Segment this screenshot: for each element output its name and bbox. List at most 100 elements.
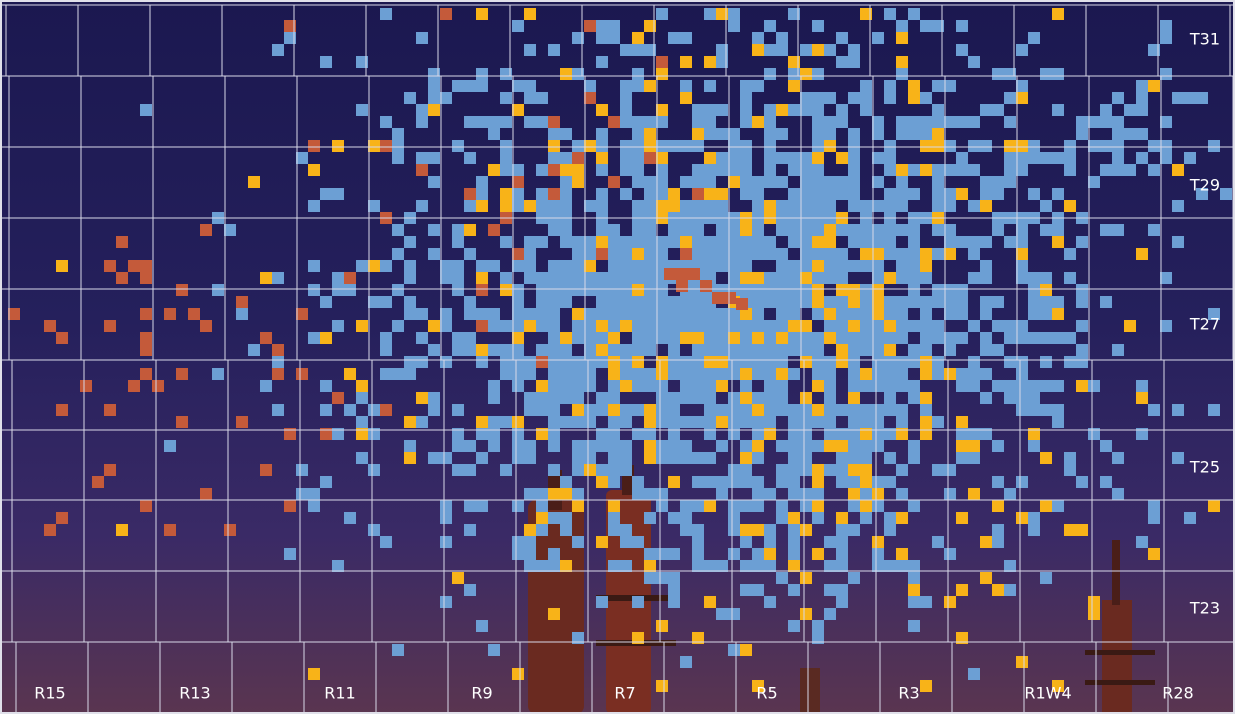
cell: [656, 380, 668, 392]
cell: [1088, 608, 1100, 620]
cell: [668, 140, 680, 152]
cell: [920, 680, 932, 692]
cell: [812, 176, 824, 188]
cell: [932, 104, 944, 116]
cell: [560, 68, 572, 80]
cell: [860, 416, 872, 428]
cell: [644, 200, 656, 212]
cell: [764, 272, 776, 284]
cell: [932, 416, 944, 428]
cell: [176, 416, 188, 428]
cell: [620, 524, 632, 536]
cell: [308, 260, 320, 272]
cell: [848, 236, 860, 248]
cell: [608, 236, 620, 248]
cell: [608, 320, 620, 332]
cell: [548, 44, 560, 56]
cell: [992, 500, 1004, 512]
cell: [740, 320, 752, 332]
cell: [1064, 164, 1076, 176]
cell: [872, 320, 884, 332]
cell: [860, 332, 872, 344]
cell: [428, 404, 440, 416]
cell: [536, 116, 548, 128]
cell: [440, 320, 452, 332]
cell: [1040, 272, 1052, 284]
cell: [632, 356, 644, 368]
cell: [644, 572, 656, 584]
cell: [1136, 380, 1148, 392]
cell: [908, 356, 920, 368]
cell: [620, 248, 632, 260]
cell: [536, 500, 548, 512]
cell: [884, 560, 896, 572]
cell: [764, 416, 776, 428]
cell: [884, 404, 896, 416]
cell: [128, 380, 140, 392]
cell: [812, 344, 824, 356]
cell: [440, 512, 452, 524]
cell: [944, 80, 956, 92]
cell: [608, 500, 620, 512]
cell: [764, 236, 776, 248]
cell: [1112, 128, 1124, 140]
cell: [980, 572, 992, 584]
cell: [788, 452, 800, 464]
cell: [548, 284, 560, 296]
cell: [476, 68, 488, 80]
cell: [668, 224, 680, 236]
cell: [956, 284, 968, 296]
cell: [764, 152, 776, 164]
cell: [1076, 116, 1088, 128]
cell: [848, 284, 860, 296]
cell: [1028, 404, 1040, 416]
cell: [1172, 92, 1184, 104]
cell: [968, 248, 980, 260]
cell: [676, 280, 688, 292]
cell: [824, 560, 836, 572]
cell: [896, 356, 908, 368]
cell: [716, 128, 728, 140]
cell: [908, 380, 920, 392]
cell: [800, 224, 812, 236]
cell: [1040, 152, 1052, 164]
cell: [848, 500, 860, 512]
cell: [584, 260, 596, 272]
cell: [980, 260, 992, 272]
cell: [416, 116, 428, 128]
cell: [800, 200, 812, 212]
cell: [584, 80, 596, 92]
cell: [668, 32, 680, 44]
cell: [260, 380, 272, 392]
cell: [224, 524, 236, 536]
cell: [956, 512, 968, 524]
cell: [668, 416, 680, 428]
cell: [656, 68, 668, 80]
cell: [716, 200, 728, 212]
cell: [644, 272, 656, 284]
cell: [1148, 224, 1160, 236]
cell: [728, 476, 740, 488]
cell: [308, 200, 320, 212]
cell: [560, 392, 572, 404]
cell: [548, 440, 560, 452]
cell: [764, 380, 776, 392]
cell: [764, 596, 776, 608]
cell: [524, 272, 536, 284]
cell: [728, 356, 740, 368]
cell: [824, 416, 836, 428]
cell: [476, 260, 488, 272]
cell: [752, 476, 764, 488]
cell: [728, 608, 740, 620]
cell: [512, 188, 524, 200]
cell: [872, 236, 884, 248]
cell: [788, 404, 800, 416]
cell: [308, 488, 320, 500]
cell: [1016, 248, 1028, 260]
cell: [632, 164, 644, 176]
cell: [836, 32, 848, 44]
cell: [824, 320, 836, 332]
cell: [524, 356, 536, 368]
cell: [1160, 152, 1172, 164]
cell: [512, 20, 524, 32]
